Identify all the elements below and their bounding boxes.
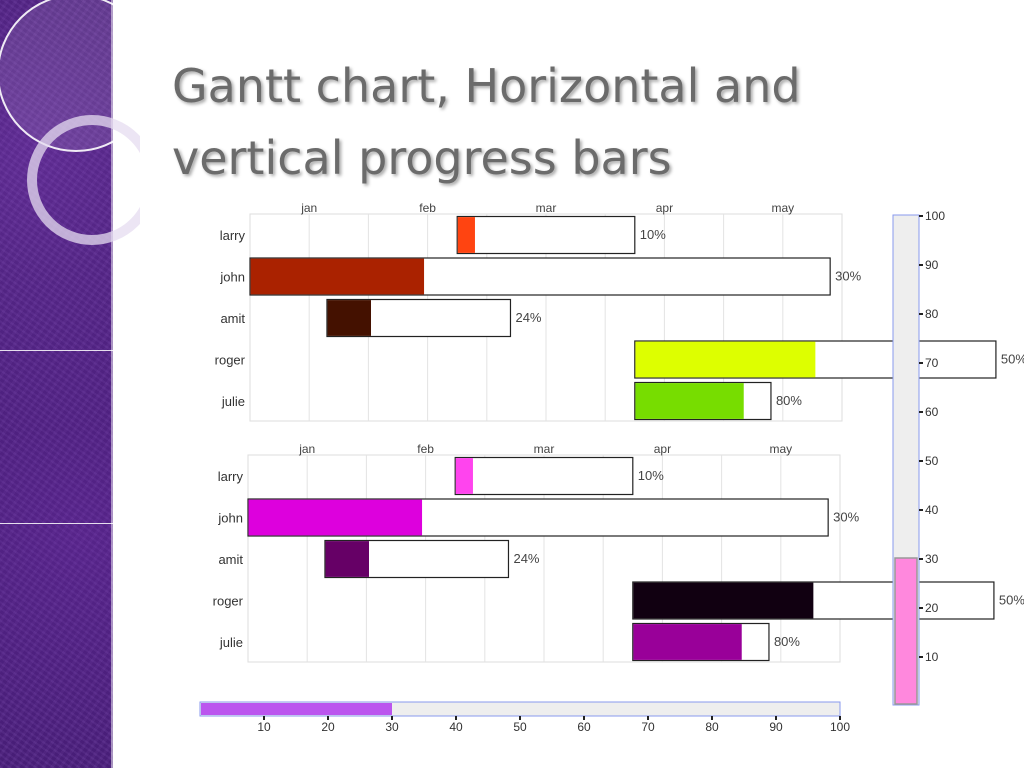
gantt-task-label: john — [217, 511, 243, 526]
gantt-month-label: apr — [656, 201, 673, 215]
decorative-rings — [0, 0, 140, 245]
gantt-task-progress-fill — [250, 258, 425, 295]
gantt-task-progress-label: 10% — [638, 468, 664, 483]
vertical-progress-tick-label: 30 — [925, 552, 939, 566]
gantt-task-label: julie — [221, 394, 245, 409]
gantt-task-progress-fill — [633, 582, 814, 619]
page-title: Gantt chart, Horizontal and vertical pro… — [172, 50, 892, 194]
gantt-month-label: jan — [300, 201, 317, 215]
gantt-month-label: feb — [419, 201, 436, 215]
gantt-task-progress-label: 24% — [515, 310, 541, 325]
gantt-task-bar — [456, 215, 636, 255]
horizontal-progress-bar: 10 20 30 40 50 60 70 80 90 100 — [199, 701, 850, 734]
gantt-task-progress-fill — [248, 499, 423, 536]
gantt-task-progress-label: 24% — [513, 551, 539, 566]
gantt-task-label: amit — [220, 311, 245, 326]
vertical-progress-tick-label: 90 — [925, 258, 939, 272]
gantt-task-bar — [454, 456, 634, 496]
gantt-month-label: may — [769, 442, 792, 456]
vertical-progress-tick-label: 70 — [925, 356, 939, 370]
vertical-progress-tick-label: 10 — [925, 650, 939, 664]
gantt-task-progress-label: 80% — [776, 393, 802, 408]
horizontal-progress-tick-label: 50 — [513, 720, 527, 734]
gantt-task-progress-label: 30% — [833, 510, 859, 525]
vertical-progress-fill — [894, 557, 918, 705]
decorative-ring-large — [0, 0, 140, 152]
vertical-progress-tick-label: 80 — [925, 307, 939, 321]
gantt-task-label: julie — [219, 635, 243, 650]
gantt-month-label: jan — [298, 442, 315, 456]
horizontal-progress-fill — [201, 703, 392, 715]
gantt-task-progress-label: 30% — [835, 269, 861, 284]
vertical-progress-bar: 10 20 30 40 50 60 70 80 90 100 — [892, 209, 945, 706]
gantt-task-progress-fill — [327, 300, 372, 336]
gantt-task-progress-label: 50% — [999, 593, 1024, 608]
vertical-progress-tick-label: 20 — [925, 601, 939, 615]
horizontal-progress-tick-label: 20 — [321, 720, 335, 734]
gantt-month-label: mar — [534, 442, 555, 456]
gantt-task-label: roger — [213, 594, 244, 609]
gantt-task-label: roger — [215, 353, 246, 368]
decorative-ring-small — [27, 115, 140, 245]
vertical-progress-tick-label: 50 — [925, 454, 939, 468]
gantt-month-label: feb — [417, 442, 434, 456]
horizontal-progress-tick-label: 70 — [641, 720, 655, 734]
sidebar-divider — [0, 350, 113, 351]
gantt-task-progress-fill — [633, 624, 742, 660]
horizontal-progress-tick-label: 10 — [257, 720, 271, 734]
horizontal-progress-tick-label: 90 — [769, 720, 783, 734]
gantt-task-progress-fill — [635, 383, 744, 419]
gantt-month-label: apr — [654, 442, 671, 456]
gantt-task-label: john — [219, 270, 245, 285]
gantt-task-progress-fill — [455, 458, 473, 494]
horizontal-progress-tick-label: 80 — [705, 720, 719, 734]
gantt-task-progress-label: 10% — [640, 227, 666, 242]
horizontal-progress-tick-label: 100 — [830, 720, 850, 734]
gantt-task-progress-label: 50% — [1001, 352, 1024, 367]
gantt-month-label: may — [771, 201, 794, 215]
horizontal-progress-tick-label: 60 — [577, 720, 591, 734]
gantt-task-progress-fill — [457, 217, 475, 253]
page-title-line-2: vertical progress bars — [172, 131, 672, 185]
gantt-task-label: amit — [218, 552, 243, 567]
gantt-month-label: mar — [536, 201, 557, 215]
vertical-progress-tick-label: 40 — [925, 503, 939, 517]
gantt-task-progress-label: 80% — [774, 634, 800, 649]
gantt-chart-2: jan feb mar apr may larry 10% john 30% amit 24% rog… — [213, 442, 1024, 663]
vertical-progress-tick-label: 60 — [925, 405, 939, 419]
page-title-line-1: Gantt chart, Horizontal and — [172, 59, 801, 113]
gantt-task-label: larry — [218, 469, 244, 484]
gantt-task-label: larry — [220, 228, 246, 243]
vertical-progress-tick-label: 100 — [925, 209, 945, 223]
gantt-task-progress-fill — [325, 541, 370, 577]
gantt-chart-1: jan feb mar apr may larry 10% john 30% amit 24% rog… — [215, 201, 1024, 422]
sidebar-edge — [111, 0, 113, 768]
horizontal-progress-tick-label: 30 — [385, 720, 399, 734]
gantt-task-progress-fill — [635, 341, 816, 378]
horizontal-progress-tick-label: 40 — [449, 720, 463, 734]
sidebar-divider — [0, 523, 113, 524]
